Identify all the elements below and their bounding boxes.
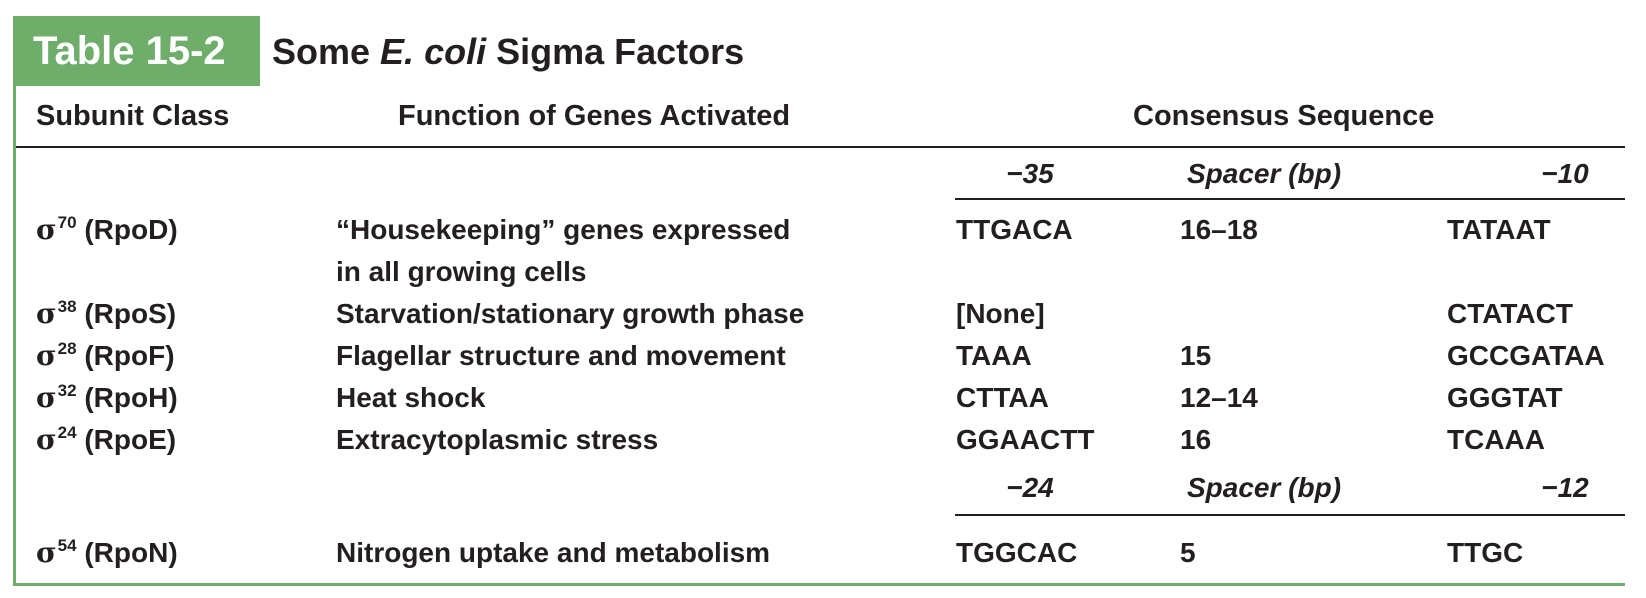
title-prefix: Some <box>272 31 381 72</box>
gene-name: (RpoN) <box>76 537 178 568</box>
row-rpoe-function: Extracytoplasmic stress <box>336 424 659 455</box>
table-title: Some E. coli Sigma Factors <box>272 30 744 74</box>
subheader-minus10: −10 <box>1541 158 1589 189</box>
sigma-symbol: σ <box>36 381 57 414</box>
sigma-superscript: 70 <box>57 213 77 232</box>
row-rpod-function-line2: in all growing cells <box>336 256 587 287</box>
row-rpon-minus12: TTGC <box>1447 537 1524 568</box>
row-rpod-minus35: TTGACA <box>956 214 1073 245</box>
row-rpof-subunit: σ28 (RpoF) <box>36 338 175 378</box>
gene-name: (RpoE) <box>76 424 177 455</box>
subheader-rule <box>955 198 1625 200</box>
sigma-superscript: 38 <box>57 297 77 316</box>
row-rpos-function: Starvation/stationary growth phase <box>336 298 805 329</box>
row-rpod-spacer: 16–18 <box>1180 214 1258 245</box>
row-rpof-minus35: TAAA <box>956 340 1032 371</box>
table-label: Table 15-2 <box>13 16 260 86</box>
row-rpon-subunit: σ54 (RpoN) <box>36 535 178 575</box>
row-rpos-minus10: CTATACT <box>1447 298 1573 329</box>
header-function: Function of Genes Activated <box>398 100 791 132</box>
row-rpoh-minus35: CTTAA <box>956 382 1049 413</box>
gene-name: (RpoD) <box>76 214 178 245</box>
header-consensus-sequence: Consensus Sequence <box>1133 100 1435 132</box>
row-rpos-minus35: [None] <box>956 298 1045 329</box>
row-rpoh-spacer: 12–14 <box>1180 382 1258 413</box>
row-rpoh-function: Heat shock <box>336 382 486 413</box>
row-rpod-function-line1: “Housekeeping” genes expressed <box>336 214 791 245</box>
subheader-minus35: −35 <box>1006 158 1054 189</box>
header-rule <box>16 146 1625 148</box>
sigma-superscript: 54 <box>57 536 77 555</box>
row-rpoh-minus10: GGGTAT <box>1447 382 1563 413</box>
row-rpoe-minus35: GGAACTT <box>956 424 1095 455</box>
row-rpoe-subunit: σ24 (RpoE) <box>36 422 176 462</box>
subheader-spacer-2: Spacer (bp) <box>1187 472 1342 503</box>
title-suffix: Sigma Factors <box>486 31 745 72</box>
subheader-minus24: −24 <box>1006 472 1054 503</box>
row-rpoe-spacer: 16 <box>1180 424 1212 455</box>
row-rpof-spacer: 15 <box>1180 340 1212 371</box>
row-rpof-minus10: GCCGATAA <box>1447 340 1605 371</box>
gene-name: (RpoH) <box>76 382 178 413</box>
row-rpod-subunit: σ70 (RpoD) <box>36 212 178 252</box>
gene-name: (RpoS) <box>76 298 177 329</box>
table-frame-bottom <box>13 583 1625 586</box>
sigma-superscript: 32 <box>57 381 77 400</box>
subheader-rule-2 <box>955 514 1625 516</box>
subheader-minus12: −12 <box>1541 472 1589 503</box>
sigma-symbol: σ <box>36 536 57 569</box>
row-rpoe-minus10: TCAAA <box>1447 424 1545 455</box>
row-rpon-minus24: TGGCAC <box>956 537 1078 568</box>
row-rpoh-subunit: σ32 (RpoH) <box>36 380 178 420</box>
sigma-symbol: σ <box>36 297 57 330</box>
header-subunit-class: Subunit Class <box>36 100 230 132</box>
row-rpon-spacer: 5 <box>1180 537 1196 568</box>
title-organism: E. coli <box>380 31 487 72</box>
subheader-spacer: Spacer (bp) <box>1187 158 1342 189</box>
sigma-superscript: 28 <box>57 339 77 358</box>
sigma-symbol: σ <box>36 339 57 372</box>
table-frame-left <box>13 84 16 586</box>
sigma-symbol: σ <box>36 213 57 246</box>
row-rpos-subunit: σ38 (RpoS) <box>36 296 176 336</box>
row-rpod-minus10: TATAAT <box>1447 214 1551 245</box>
row-rpon-function: Nitrogen uptake and metabolism <box>336 537 771 568</box>
gene-name: (RpoF) <box>76 340 175 371</box>
sigma-superscript: 24 <box>57 423 77 442</box>
sigma-symbol: σ <box>36 423 57 456</box>
row-rpof-function: Flagellar structure and movement <box>336 340 786 371</box>
